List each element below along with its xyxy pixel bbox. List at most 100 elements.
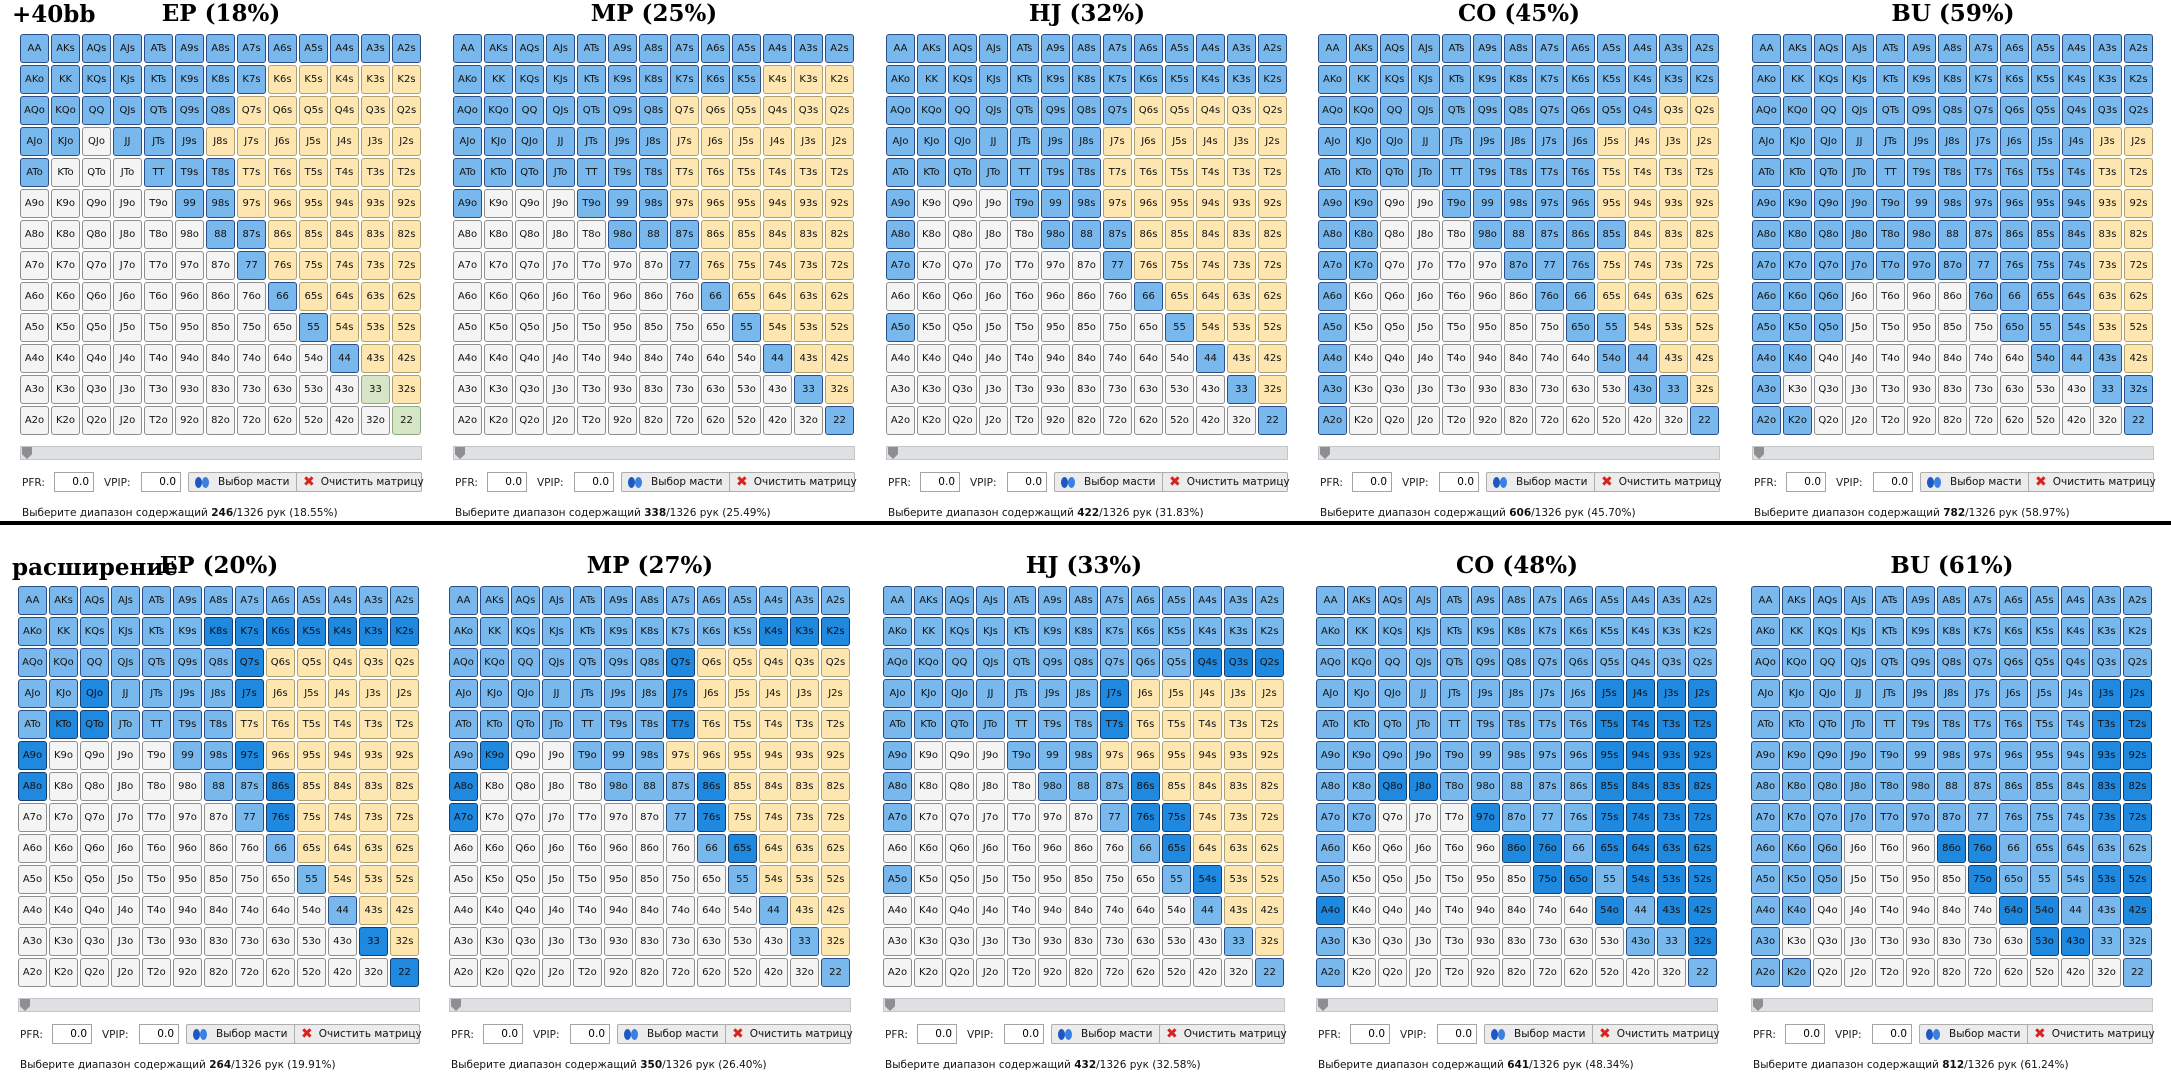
hand-cell-K4s[interactable]: K4s — [1193, 617, 1222, 646]
hand-cell-AA[interactable]: AA — [1318, 34, 1347, 63]
hand-cell-A5o[interactable]: A5o — [18, 865, 47, 894]
hand-cell-JTs[interactable]: JTs — [573, 679, 602, 708]
hand-cell-75s[interactable]: 75s — [732, 251, 761, 280]
hand-cell-KTs[interactable]: KTs — [1876, 65, 1905, 94]
hand-cell-Q7s[interactable]: Q7s — [670, 96, 699, 125]
hand-cell-44[interactable]: 44 — [330, 344, 359, 373]
hand-cell-42o[interactable]: 42o — [759, 958, 788, 987]
hand-cell-Q5o[interactable]: Q5o — [1380, 313, 1409, 342]
hand-cell-A2o[interactable]: A2o — [18, 958, 47, 987]
hand-cell-97s[interactable]: 97s — [235, 741, 264, 770]
vpip-input[interactable]: 0.0 — [1007, 472, 1047, 492]
hand-cell-T8s[interactable]: T8s — [206, 158, 235, 187]
hand-cell-63o[interactable]: 63o — [268, 375, 297, 404]
hand-cell-T4o[interactable]: T4o — [142, 896, 171, 925]
hand-cell-T8o[interactable]: T8o — [144, 220, 173, 249]
hand-cell-95s[interactable]: 95s — [1595, 741, 1624, 770]
hand-cell-64o[interactable]: 64o — [1131, 896, 1160, 925]
hand-cell-K3o[interactable]: K3o — [1349, 375, 1378, 404]
hand-cell-J8o[interactable]: J8o — [546, 220, 575, 249]
hand-cell-K2s[interactable]: K2s — [821, 617, 850, 646]
hand-cell-82o[interactable]: 82o — [1504, 406, 1533, 435]
hand-cell-T2s[interactable]: T2s — [2123, 710, 2152, 739]
hand-cell-K2o[interactable]: K2o — [480, 958, 509, 987]
hand-cell-93s[interactable]: 93s — [359, 741, 388, 770]
hand-cell-T6s[interactable]: T6s — [2000, 158, 2029, 187]
hand-cell-A8o[interactable]: A8o — [886, 220, 915, 249]
hand-cell-65o[interactable]: 65o — [2000, 313, 2029, 342]
hand-cell-K6s[interactable]: K6s — [2000, 65, 2029, 94]
hand-cell-QTo[interactable]: QTo — [82, 158, 111, 187]
hand-cell-J4o[interactable]: J4o — [976, 896, 1005, 925]
hand-cell-Q5s[interactable]: Q5s — [732, 96, 761, 125]
hand-cell-77[interactable]: 77 — [670, 251, 699, 280]
hand-cell-62s[interactable]: 62s — [825, 282, 854, 311]
hand-cell-J7o[interactable]: J7o — [546, 251, 575, 280]
hand-cell-52o[interactable]: 52o — [297, 958, 326, 987]
hand-cell-54s[interactable]: 54s — [763, 313, 792, 342]
hand-cell-JTs[interactable]: JTs — [1442, 127, 1471, 156]
hand-cell-Q5o[interactable]: Q5o — [82, 313, 111, 342]
hand-cell-K2s[interactable]: K2s — [392, 65, 421, 94]
hand-cell-A2o[interactable]: A2o — [1751, 958, 1780, 987]
hand-cell-ATo[interactable]: ATo — [20, 158, 49, 187]
hand-cell-T3s[interactable]: T3s — [1224, 710, 1253, 739]
hand-cell-JTs[interactable]: JTs — [142, 679, 171, 708]
hand-cell-52o[interactable]: 52o — [2031, 406, 2060, 435]
hand-cell-53s[interactable]: 53s — [2093, 313, 2122, 342]
hand-cell-32o[interactable]: 32o — [1659, 406, 1688, 435]
hand-cell-83o[interactable]: 83o — [1069, 927, 1098, 956]
hand-cell-A6s[interactable]: A6s — [701, 34, 730, 63]
pfr-input[interactable]: 0.0 — [1786, 472, 1826, 492]
hand-cell-QTo[interactable]: QTo — [1813, 710, 1842, 739]
hand-cell-K4o[interactable]: K4o — [1783, 344, 1812, 373]
hand-cell-64o[interactable]: 64o — [266, 896, 295, 925]
hand-cell-AKs[interactable]: AKs — [917, 34, 946, 63]
hand-cell-AJo[interactable]: AJo — [886, 127, 915, 156]
hand-cell-76o[interactable]: 76o — [237, 282, 266, 311]
hand-cell-J6o[interactable]: J6o — [976, 834, 1005, 863]
hand-cell-K8o[interactable]: K8o — [51, 220, 80, 249]
hand-cell-86o[interactable]: 86o — [1504, 282, 1533, 311]
hand-cell-T5o[interactable]: T5o — [1007, 865, 1036, 894]
hand-cell-84o[interactable]: 84o — [1502, 896, 1531, 925]
hand-cell-A2o[interactable]: A2o — [886, 406, 915, 435]
hand-cell-A7s[interactable]: A7s — [666, 586, 695, 615]
hand-cell-T3o[interactable]: T3o — [1442, 375, 1471, 404]
hand-cell-A9o[interactable]: A9o — [449, 741, 478, 770]
hand-cell-KTo[interactable]: KTo — [480, 710, 509, 739]
hand-cell-Q3o[interactable]: Q3o — [1814, 375, 1843, 404]
hand-cell-K9s[interactable]: K9s — [604, 617, 633, 646]
hand-cell-K5o[interactable]: K5o — [914, 865, 943, 894]
hand-cell-T6s[interactable]: T6s — [1134, 158, 1163, 187]
hand-cell-Q3o[interactable]: Q3o — [945, 927, 974, 956]
hand-cell-52s[interactable]: 52s — [821, 865, 850, 894]
hand-cell-Q4s[interactable]: Q4s — [763, 96, 792, 125]
vpip-input[interactable]: 0.0 — [139, 1024, 179, 1044]
hand-cell-J7o[interactable]: J7o — [1844, 803, 1873, 832]
hand-cell-64s[interactable]: 64s — [328, 834, 357, 863]
hand-cell-T4o[interactable]: T4o — [1876, 344, 1905, 373]
hand-cell-83s[interactable]: 83s — [361, 220, 390, 249]
hand-cell-J3o[interactable]: J3o — [976, 927, 1005, 956]
hand-cell-AQs[interactable]: AQs — [82, 34, 111, 63]
hand-cell-T3o[interactable]: T3o — [1876, 375, 1905, 404]
hand-cell-JTo[interactable]: JTo — [546, 158, 575, 187]
hand-cell-Q8s[interactable]: Q8s — [1502, 648, 1531, 677]
hand-cell-J3s[interactable]: J3s — [2092, 679, 2121, 708]
hand-cell-QJo[interactable]: QJo — [945, 679, 974, 708]
hand-cell-J9s[interactable]: J9s — [173, 679, 202, 708]
hand-cell-Q9s[interactable]: Q9s — [1471, 648, 1500, 677]
hand-cell-72o[interactable]: 72o — [235, 958, 264, 987]
hand-cell-K7o[interactable]: K7o — [1349, 251, 1378, 280]
hand-cell-K6s[interactable]: K6s — [1566, 65, 1595, 94]
hand-cell-88[interactable]: 88 — [204, 772, 233, 801]
hand-cell-T8o[interactable]: T8o — [573, 772, 602, 801]
hand-cell-J2s[interactable]: J2s — [825, 127, 854, 156]
hand-cell-Q2s[interactable]: Q2s — [825, 96, 854, 125]
clear-matrix-button[interactable]: ✖ Очистить матрицу — [1159, 1024, 1287, 1044]
hand-cell-86o[interactable]: 86o — [1938, 282, 1967, 311]
hand-cell-J5o[interactable]: J5o — [113, 313, 142, 342]
hand-cell-32o[interactable]: 32o — [1227, 406, 1256, 435]
slider-thumb[interactable] — [885, 999, 895, 1011]
